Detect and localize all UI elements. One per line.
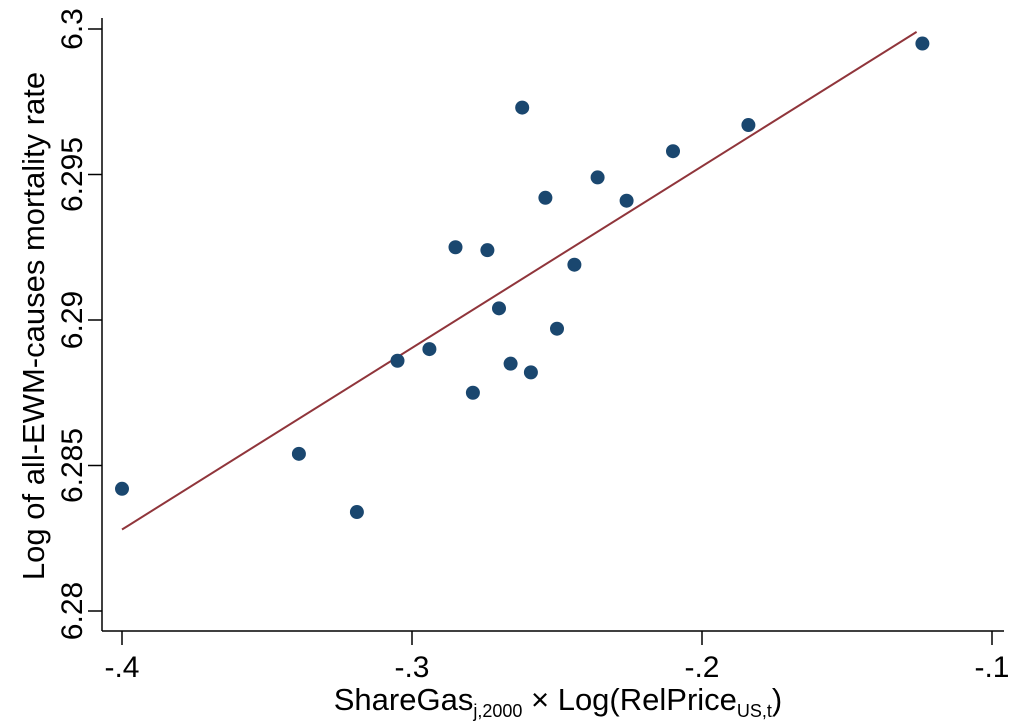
y-ticks: 6.28 6.285 6.29 6.295 6.3 (56, 8, 102, 640)
scatter-point (666, 144, 680, 159)
fit-line (121, 31, 918, 531)
x-axis-label-sub-1: j,2000 (472, 701, 522, 721)
y-tick-label: 6.3 (56, 8, 89, 50)
y-tick-label: 6.28 (56, 582, 89, 640)
x-ticks: -.4 -.3 -.2 -.1 (104, 631, 1010, 684)
x-axis-label-part-1: ShareGas (334, 682, 474, 717)
scatter-point (390, 353, 405, 368)
scatter-point (422, 342, 437, 357)
y-tick-label: 6.295 (56, 137, 89, 212)
scatter-point (567, 257, 582, 272)
scatter-point (523, 365, 538, 380)
scatter-point (448, 240, 463, 255)
y-axis-label: Log of all-EWM-causes mortality rate (16, 72, 51, 580)
fit-line-group (121, 31, 918, 531)
scatter-point (349, 505, 364, 520)
x-tick-label: -.2 (684, 651, 719, 684)
x-tick-label: -.4 (104, 651, 139, 684)
scatter-point (480, 243, 495, 258)
scatter-point (503, 356, 518, 371)
scatter-point (291, 446, 306, 461)
x-axis-label: ShareGasj,2000 × Log(RelPriceUS,t) (334, 682, 783, 721)
scatter-point (741, 118, 756, 133)
scatter-point (492, 301, 506, 316)
y-tick-label: 6.285 (56, 428, 89, 503)
scatter-points (115, 36, 930, 520)
scatter-point (590, 170, 605, 185)
scatter-point (538, 190, 553, 205)
scatter-point (619, 193, 634, 208)
scatter-point (515, 100, 530, 115)
x-axis-label-part-3: ) (772, 682, 782, 717)
scatter-point (465, 385, 480, 400)
x-axis-label-sub-2: US,t (737, 701, 772, 721)
scatter-point (550, 321, 564, 336)
scatter-point (915, 36, 930, 51)
x-axis-label-part-2: × Log(RelPrice (522, 682, 737, 717)
scatter-point (115, 481, 129, 496)
y-tick-label: 6.29 (56, 291, 89, 349)
x-tick-label: -.1 (974, 651, 1009, 684)
x-tick-label: -.3 (394, 651, 429, 684)
